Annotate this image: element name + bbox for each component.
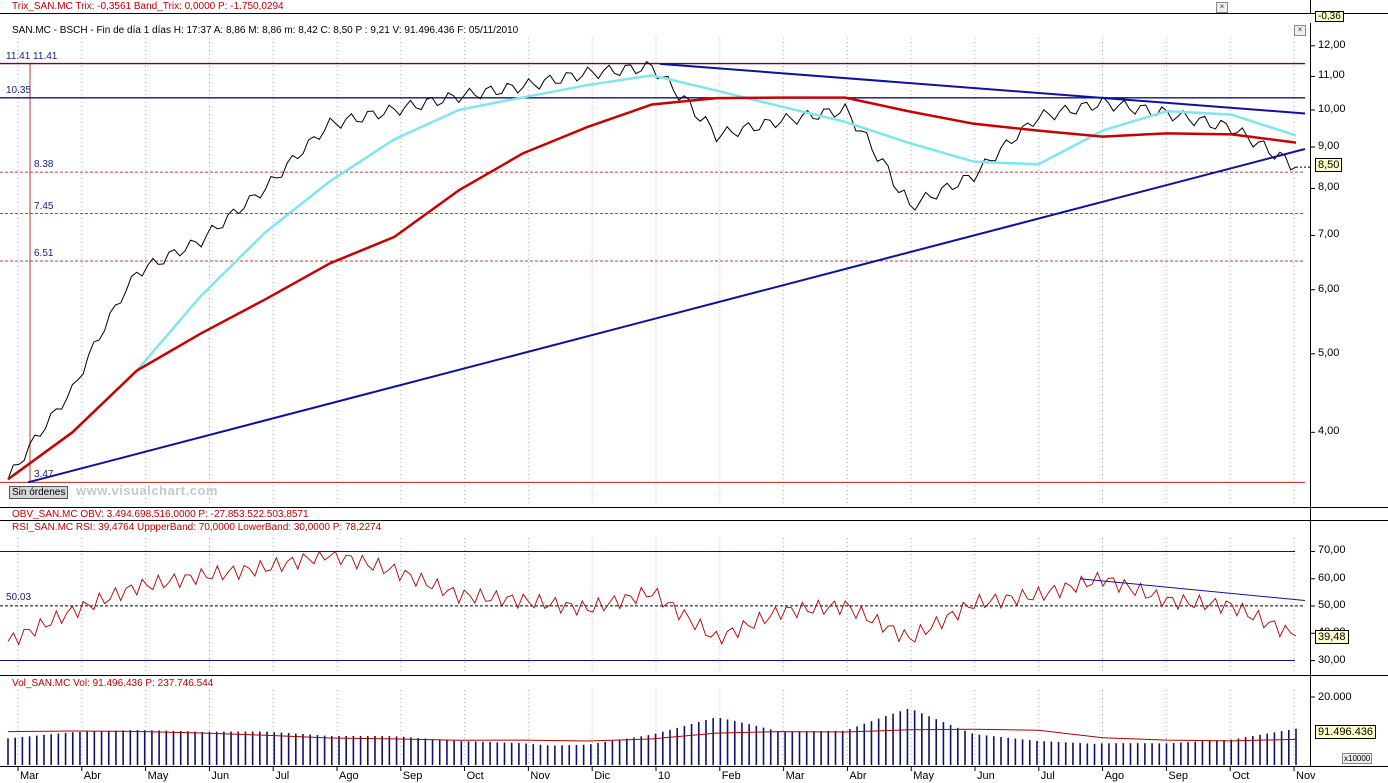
- month-label-10: 10: [658, 770, 671, 782]
- ma-fast: [7, 74, 1297, 481]
- level-label-2: 8.38: [34, 159, 54, 171]
- month-label-19: Oct: [1232, 770, 1250, 782]
- price-value-box: 8,50: [1315, 158, 1343, 172]
- trix-close-button[interactable]: ×: [1216, 2, 1228, 13]
- month-label-3: Jun: [211, 770, 230, 782]
- month-label-14: May: [913, 770, 934, 782]
- month-label-13: Abr: [849, 770, 867, 782]
- obv-header: OBV_SAN.MC OBV: 3.494.698.516,0000 P: -2…: [12, 509, 309, 520]
- month-label-18: Sep: [1168, 770, 1188, 782]
- price-tick-5: 7,00: [1318, 228, 1340, 241]
- rsi-scale: [1310, 521, 1388, 676]
- month-label-0: Mar: [20, 770, 39, 782]
- trendline-resistance: [659, 62, 1306, 115]
- trix-value-box: -0,36: [1315, 11, 1344, 22]
- trendline-support: [27, 148, 1306, 484]
- rsi-tick-1: 60,00: [1318, 571, 1346, 584]
- price-series: [7, 60, 1297, 480]
- level-label-3: 7.45: [34, 200, 54, 212]
- rsi-panel: [0, 521, 1310, 676]
- month-label-12: Mar: [785, 770, 805, 782]
- rsi-series: [7, 550, 1297, 646]
- trix-scale: [1310, 0, 1388, 14]
- watermark: www.visualchart.com: [76, 483, 218, 498]
- month-label-16: Jul: [1040, 770, 1055, 782]
- obv-scale: [1310, 508, 1388, 521]
- month-label-9: Dic: [594, 770, 611, 782]
- price-close-button[interactable]: ×: [1294, 25, 1306, 36]
- month-label-2: May: [147, 770, 169, 782]
- month-label-6: Sep: [402, 770, 423, 782]
- rsi-tick-0: 70,00: [1318, 544, 1346, 557]
- month-label-4: Jul: [275, 770, 290, 782]
- rsi-trendline: [1079, 578, 1306, 602]
- vol-average: [7, 728, 1297, 742]
- vol-scale: [1310, 676, 1388, 767]
- level-label-4: 6.51: [34, 247, 54, 259]
- level-label-5: 3.47: [34, 469, 54, 481]
- vol-header: Vol_SAN.MC Vol: 91.496.436 P: 237.746.54…: [12, 678, 214, 689]
- price-tick-1: 11,00: [1318, 69, 1345, 82]
- price-tick-3: 9,00: [1318, 140, 1340, 153]
- trix-panel: Trix_SAN.MC Trix: -0,3561 Band_Trix: 0,0…: [0, 0, 1310, 14]
- vol-tick: 20.000: [1318, 691, 1352, 703]
- level-label-1: 10.35: [6, 84, 32, 96]
- price-tick-6: 6,00: [1318, 282, 1340, 295]
- month-label-17: Ago: [1104, 770, 1125, 782]
- month-label-8: Nov: [530, 770, 550, 782]
- price-tick-4: 8,00: [1318, 181, 1340, 194]
- month-label-11: Feb: [721, 770, 741, 782]
- rsi-tick-4: 30,00: [1318, 653, 1346, 666]
- trix-header: Trix_SAN.MC Trix: -0,3561 Band_Trix: 0,0…: [12, 1, 284, 12]
- ma-slow: [7, 96, 1297, 481]
- rsi-header: RSI_SAN.MC RSI: 39,4764 UppperBand: 70,0…: [12, 522, 382, 533]
- level-label-0: 11.41 11.41: [6, 50, 58, 62]
- price-tick-0: 12,00: [1318, 38, 1346, 51]
- vol-multiplier: x10000: [1342, 753, 1373, 764]
- month-label-5: Ago: [339, 770, 359, 782]
- month-label-20: Nov: [1296, 770, 1316, 782]
- rsi-tick-2: 50,00: [1318, 599, 1346, 611]
- month-label-1: Abr: [83, 770, 101, 782]
- price-tick-2: 10,00: [1318, 102, 1346, 115]
- price-tick-8: 4,00: [1318, 425, 1340, 438]
- price-tick-7: 5,00: [1318, 346, 1340, 359]
- orders-button[interactable]: Sin órdenes: [9, 486, 69, 499]
- rsi-value-box: 39,48: [1315, 630, 1349, 644]
- month-label-7: Oct: [466, 770, 484, 782]
- rsi-level-label: 50.03: [6, 592, 32, 603]
- price-header: SAN.MC - BSCH - Fin de día 1 días H: 17:…: [12, 25, 519, 36]
- vol-value-box: 91.496.436: [1315, 725, 1377, 739]
- month-label-15: Jun: [977, 770, 995, 782]
- price-scale: [1310, 23, 1388, 508]
- obv-panel: [0, 508, 1310, 521]
